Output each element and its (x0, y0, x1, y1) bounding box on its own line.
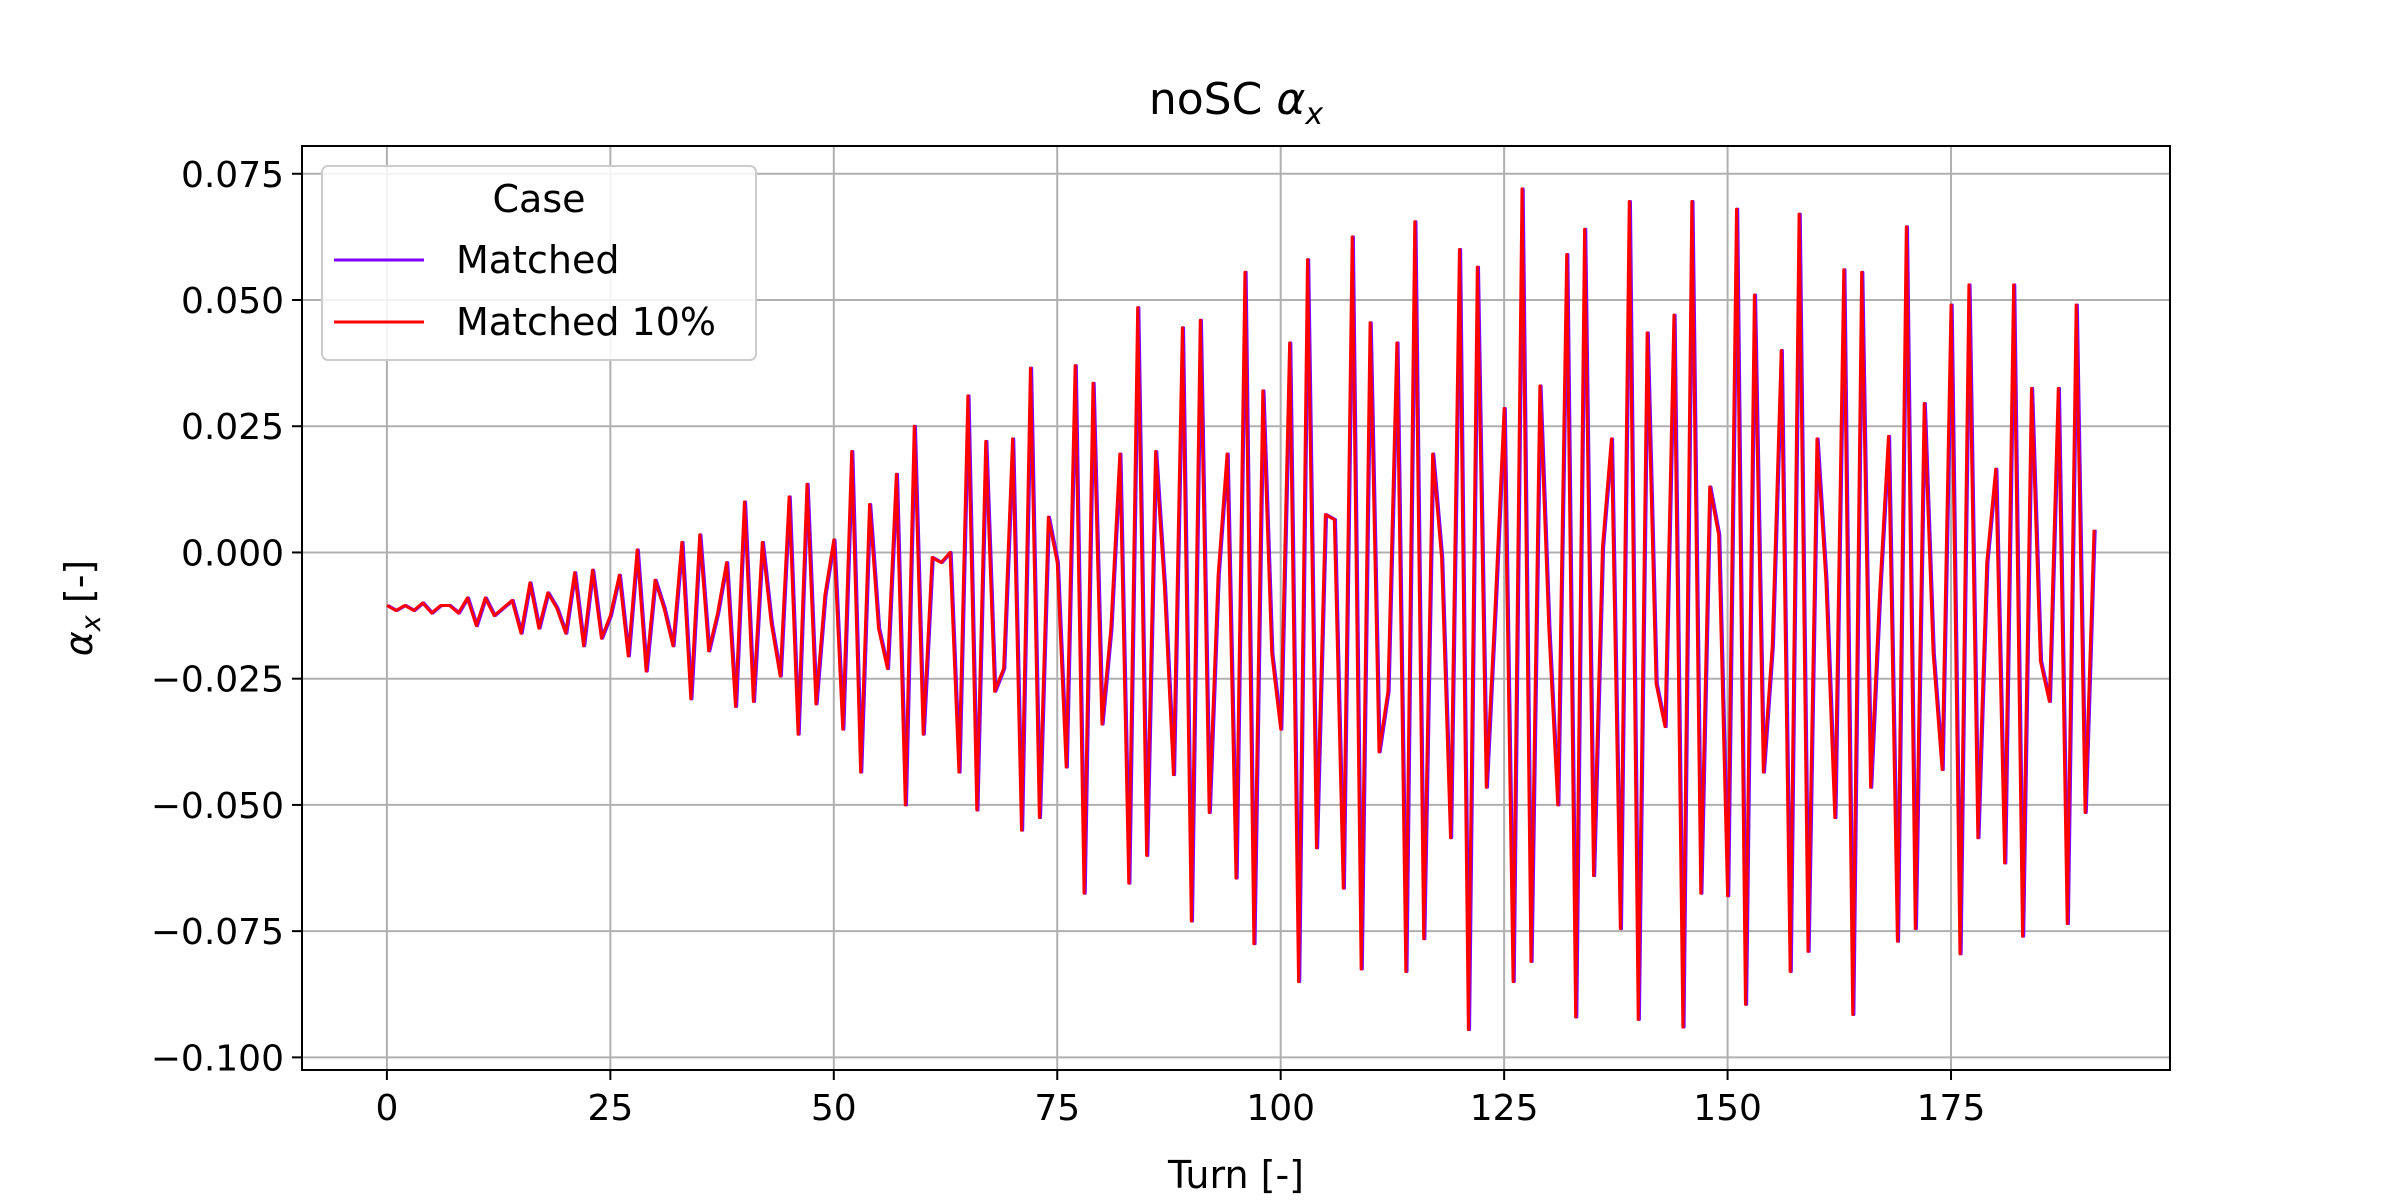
y-tick-label: 0.025 (181, 407, 284, 448)
legend: Case Matched Matched 10% (321, 165, 757, 361)
y-tick-label: 0.050 (181, 281, 284, 322)
x-axis-ticks: 0 25 50 75 100 125 150 175 (375, 1070, 1985, 1129)
x-tick-label: 50 (811, 1088, 857, 1129)
legend-label-matched: Matched (456, 238, 619, 282)
x-tick-label: 0 (375, 1088, 398, 1129)
legend-title: Case (493, 177, 586, 221)
y-tick-label: −0.075 (151, 912, 284, 953)
y-tick-label: 0.000 (181, 533, 284, 574)
series-lines (386, 187, 2097, 1032)
x-tick-label: 175 (1917, 1088, 1986, 1129)
y-tick-label: −0.100 (151, 1038, 284, 1079)
series-line-matched-10pct (386, 187, 2096, 1032)
svg-text:αx [-]: αx [-] (57, 560, 107, 657)
x-axis-label: Turn [-] (1167, 1153, 1304, 1197)
x-tick-label: 25 (587, 1088, 633, 1129)
plot-frame (301, 145, 2171, 1071)
y-tick-label: −0.025 (151, 660, 284, 701)
x-tick-label: 100 (1246, 1088, 1315, 1129)
y-axis-ticks: −0.100 −0.075 −0.050 −0.025 0.000 0.025 0.050 0… (151, 155, 302, 1079)
x-tick-label: 150 (1693, 1088, 1762, 1129)
y-axis-label: αx [-] (57, 560, 107, 657)
x-tick-label: 125 (1470, 1088, 1539, 1129)
y-axis-label-unit: [-] (57, 560, 101, 615)
chart-title: noSC αx (1149, 74, 1323, 132)
x-tick-label: 75 (1034, 1088, 1080, 1129)
legend-label-matched-10pct: Matched 10% (456, 300, 716, 344)
y-axis-label-subscript: x (76, 614, 107, 632)
y-tick-label: −0.050 (151, 786, 284, 827)
legend-box (321, 165, 757, 361)
y-axis-label-math: α (57, 631, 101, 656)
y-tick-label: 0.075 (181, 155, 284, 196)
